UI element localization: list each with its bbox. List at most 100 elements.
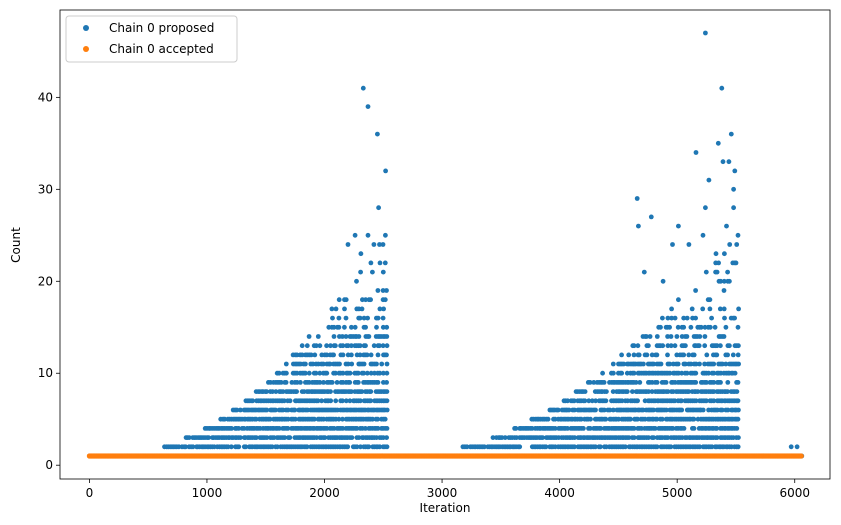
x-tick-label: 1000 <box>192 486 223 500</box>
proposed-point <box>365 232 371 238</box>
proposed-point <box>704 352 710 358</box>
proposed-point <box>343 398 349 404</box>
proposed-point <box>681 324 687 330</box>
proposed-point <box>371 343 377 349</box>
proposed-point <box>713 251 719 257</box>
proposed-point <box>681 426 687 431</box>
proposed-point <box>354 278 359 284</box>
proposed-point <box>610 389 616 394</box>
proposed-point <box>644 334 649 339</box>
proposed-point <box>644 352 650 358</box>
proposed-point <box>328 343 333 349</box>
proposed-point <box>340 352 346 358</box>
proposed-point <box>586 398 592 404</box>
proposed-point <box>588 416 593 422</box>
proposed-point <box>720 159 726 165</box>
proposed-point <box>363 343 368 349</box>
proposed-point <box>697 334 703 339</box>
proposed-point <box>633 380 639 385</box>
proposed-point <box>619 352 624 358</box>
proposed-point <box>714 343 720 349</box>
proposed-point <box>684 315 690 321</box>
proposed-point <box>635 343 641 349</box>
proposed-point <box>604 389 609 394</box>
proposed-point <box>324 370 330 376</box>
proposed-point <box>370 269 375 275</box>
proposed-point <box>384 334 390 339</box>
proposed-point <box>375 426 381 431</box>
proposed-point <box>725 389 730 394</box>
proposed-point <box>582 398 588 404</box>
proposed-point <box>349 435 355 440</box>
proposed-point <box>723 324 729 330</box>
proposed-point <box>651 361 656 367</box>
proposed-point <box>698 324 704 330</box>
proposed-point <box>540 435 545 440</box>
proposed-point <box>718 380 723 385</box>
proposed-point <box>660 278 666 284</box>
proposed-point <box>616 416 621 422</box>
proposed-point <box>735 324 741 330</box>
proposed-point <box>684 370 690 376</box>
proposed-point <box>654 352 660 358</box>
proposed-point <box>593 444 598 450</box>
proposed-point <box>314 435 319 440</box>
proposed-point <box>368 352 374 358</box>
proposed-point <box>365 104 371 109</box>
proposed-point <box>731 186 736 192</box>
proposed-point <box>572 444 577 450</box>
proposed-point <box>721 278 727 284</box>
proposed-point <box>349 352 354 358</box>
proposed-point <box>381 370 386 376</box>
proposed-point <box>529 426 535 431</box>
proposed-point <box>706 177 712 183</box>
proposed-point <box>621 361 627 367</box>
proposed-point <box>711 370 717 376</box>
proposed-point <box>700 232 706 238</box>
proposed-point <box>626 352 632 358</box>
proposed-point <box>641 269 647 275</box>
proposed-point <box>735 380 741 385</box>
proposed-point <box>384 389 390 394</box>
proposed-point <box>355 380 361 385</box>
proposed-point <box>308 352 314 358</box>
proposed-point <box>646 343 651 349</box>
proposed-point <box>736 343 741 349</box>
proposed-point <box>732 315 737 321</box>
proposed-point <box>324 352 330 358</box>
proposed-point <box>598 426 604 431</box>
proposed-point <box>333 370 338 376</box>
x-tick-label: 4000 <box>544 486 575 500</box>
proposed-point <box>330 315 335 321</box>
proposed-point <box>282 435 288 440</box>
proposed-point <box>721 306 727 312</box>
proposed-point <box>725 380 731 385</box>
proposed-point <box>206 435 212 440</box>
proposed-point <box>683 361 688 367</box>
proposed-point <box>565 426 570 431</box>
proposed-point <box>636 223 641 229</box>
proposed-point <box>611 370 616 376</box>
proposed-point <box>679 398 684 404</box>
x-axis-label: Iteration <box>420 501 471 515</box>
legend-frame <box>65 15 238 63</box>
proposed-point <box>646 435 651 440</box>
proposed-point <box>598 444 603 450</box>
x-tick-label: 3000 <box>427 486 458 500</box>
proposed-point <box>354 444 360 450</box>
proposed-point <box>635 398 640 404</box>
proposed-point <box>384 361 390 367</box>
proposed-point <box>355 370 361 376</box>
proposed-point <box>464 444 470 450</box>
proposed-point <box>675 324 681 330</box>
proposed-point <box>229 444 234 450</box>
proposed-point <box>735 398 741 404</box>
proposed-point <box>358 398 363 404</box>
proposed-point <box>357 343 363 349</box>
proposed-point <box>264 435 270 440</box>
proposed-point <box>315 334 321 339</box>
proposed-point <box>735 352 741 358</box>
proposed-point <box>238 435 243 440</box>
y-axis: 0 10 20 30 40 <box>38 90 60 472</box>
proposed-point <box>697 361 702 367</box>
